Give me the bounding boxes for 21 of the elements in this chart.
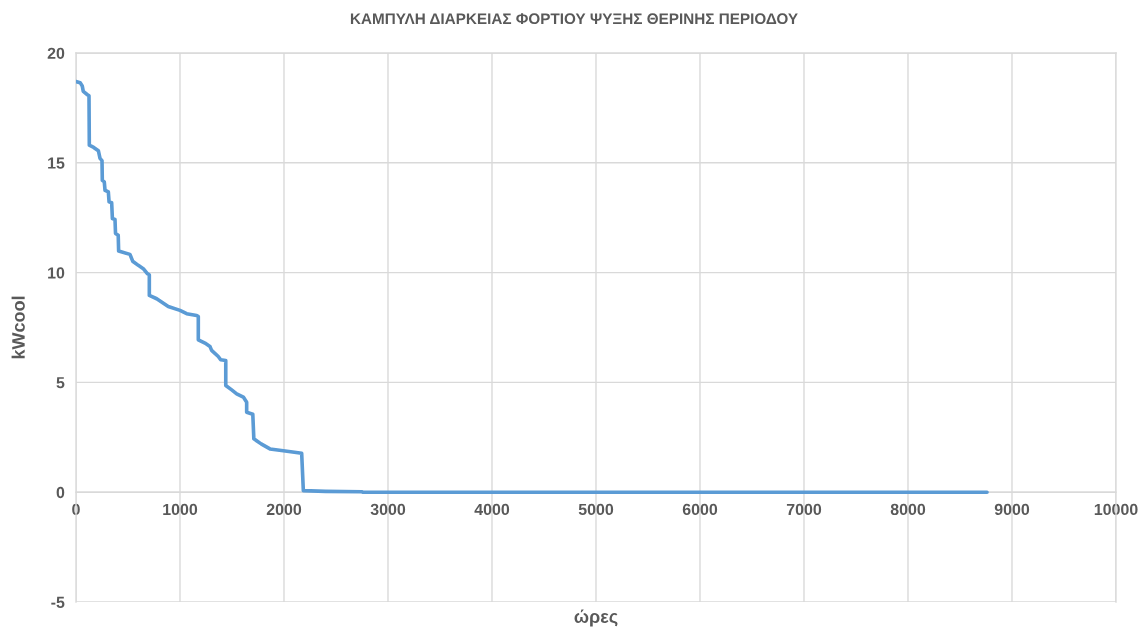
y-tick-label: 5 xyxy=(56,377,65,389)
x-tick-label: 10000 xyxy=(1094,503,1138,516)
x-tick-label: 4000 xyxy=(474,503,510,516)
x-tick-label: 8000 xyxy=(890,503,926,516)
y-tick-label: 15 xyxy=(48,157,65,169)
x-tick-label: 5000 xyxy=(578,503,614,516)
x-axis-title: ώρες xyxy=(574,609,618,627)
y-tick-label: 10 xyxy=(48,267,65,279)
y-tick-label: 0 xyxy=(56,486,65,499)
chart-title: ΚΑΜΠΥΛΗ ΔΙΑΡΚΕΙΑΣ ΦΟΡΤΙΟΥ ΨΥΞΗΣ ΘΕΡΙΝΗΣ ΠΕΡΙΟΔΟΥ xyxy=(350,13,798,25)
x-tick-label: 0 xyxy=(72,503,80,516)
line-series xyxy=(76,79,989,495)
y-axis-title: kWcool xyxy=(11,296,25,359)
y-tick-label: 20 xyxy=(47,47,65,59)
x-tick-label: 9000 xyxy=(994,503,1030,516)
x-tick-label: 2000 xyxy=(266,503,302,516)
x-tick-label: 1000 xyxy=(163,503,198,516)
x-tick-label: 6000 xyxy=(682,503,718,516)
x-tick-label: 7000 xyxy=(786,503,822,516)
x-tick-label: 3000 xyxy=(370,503,406,516)
y-tick-label: -5 xyxy=(51,596,65,608)
